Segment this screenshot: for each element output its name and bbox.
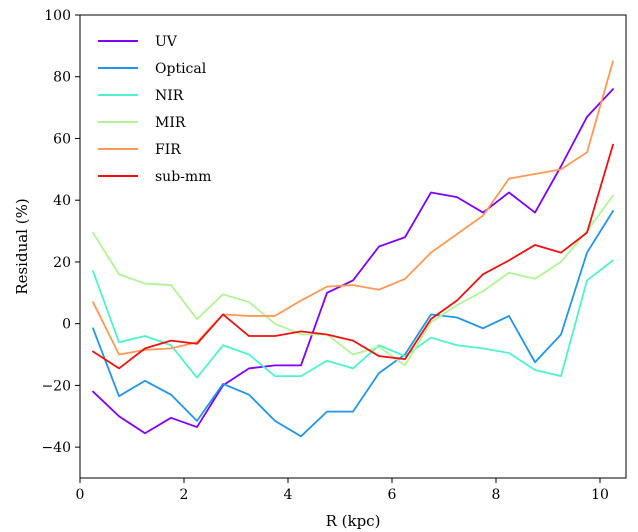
y-tick-label: 100: [44, 8, 71, 24]
legend-label: FIR: [155, 142, 181, 158]
x-tick-label: 4: [284, 487, 293, 503]
series-line-mir: [92, 194, 614, 367]
legend-label: Optical: [155, 61, 207, 77]
y-tick-label: 40: [53, 193, 71, 209]
plot-frame: [79, 14, 627, 479]
y-tick-label: 80: [53, 70, 71, 86]
x-axis-label: R (kpc): [326, 512, 381, 530]
axes-frame: [79, 14, 627, 479]
x-tick-label: 10: [591, 487, 609, 503]
x-tick-label: 8: [492, 487, 501, 503]
series-line-optical: [92, 210, 614, 438]
y-tick-label: −20: [41, 378, 71, 394]
series-line-nir: [92, 259, 614, 379]
y-tick-label: −40: [41, 440, 71, 456]
series-line-fir: [92, 60, 614, 356]
legend-label: NIR: [155, 88, 184, 104]
legend: UV Optical NIR MIR FIR sub-mm: [98, 34, 211, 185]
series-line-uv: [92, 88, 614, 435]
y-tick-label: 20: [53, 255, 71, 271]
legend-label: sub-mm: [155, 169, 211, 185]
y-tick-label: 60: [53, 131, 71, 147]
x-tick-label: 6: [388, 487, 397, 503]
series-lines: [92, 60, 614, 438]
x-tick-label: 2: [180, 487, 189, 503]
legend-label: UV: [155, 34, 178, 50]
legend-label: MIR: [155, 115, 186, 131]
axis-ticks: 0 2 4 6 8 10 −40 −20 0 20 40 60 80 100: [41, 8, 608, 503]
y-tick-label: 0: [62, 317, 71, 333]
x-tick-label: 0: [76, 487, 85, 503]
series-line-sub-mm: [92, 143, 614, 370]
y-axis-label: Residual (%): [13, 198, 31, 294]
